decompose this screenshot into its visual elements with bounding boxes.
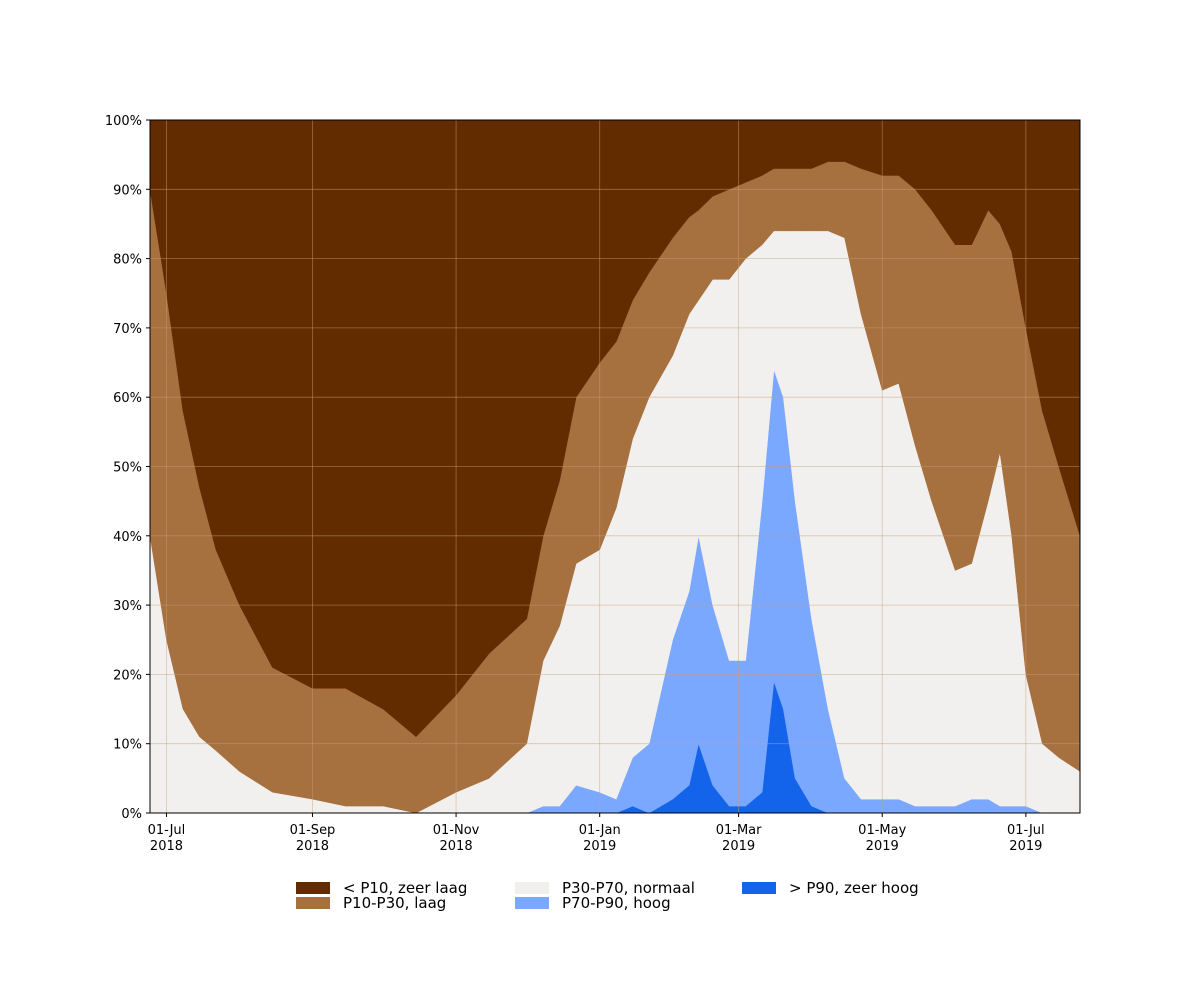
legend-swatch <box>296 882 330 894</box>
legend-label: > P90, zeer hoog <box>789 879 919 897</box>
plot-frame <box>149 119 1081 814</box>
x-tick-label: 01-Jan <box>579 823 621 838</box>
x-tick-label: 2018 <box>150 839 183 854</box>
y-tick-label: 70% <box>113 322 142 337</box>
legend-swatch <box>296 897 330 909</box>
y-tick-label: 40% <box>113 530 142 545</box>
x-tick-label: 01-Nov <box>433 823 480 838</box>
legend-label: P10-P30, laag <box>343 894 446 912</box>
legend-label: P70-P90, hoog <box>562 894 671 912</box>
legend-swatch <box>515 897 549 909</box>
y-tick-label: 20% <box>113 668 142 683</box>
x-tick-label: 01-Mar <box>716 823 762 838</box>
legend-label: < P10, zeer laag <box>343 879 467 897</box>
x-tick-label: 2019 <box>722 839 755 854</box>
legend-swatch <box>742 882 776 894</box>
x-tick-label: 01-Sep <box>290 823 336 838</box>
x-tick-label: 01-Jul <box>1007 823 1045 838</box>
y-tick-label: 30% <box>113 599 142 614</box>
y-tick-label: 80% <box>113 253 142 268</box>
y-tick-label: 100% <box>105 114 142 129</box>
y-tick-label: 10% <box>113 738 142 753</box>
x-tick-label: 2019 <box>583 839 616 854</box>
legend-swatch <box>515 882 549 894</box>
y-tick-label: 50% <box>113 461 142 476</box>
x-tick-label: 2018 <box>296 839 329 854</box>
x-tick-label: 2018 <box>440 839 473 854</box>
y-tick-label: 90% <box>113 183 142 198</box>
legend-label: P30-P70, normaal <box>562 879 695 897</box>
x-tick-label: 01-Jul <box>148 823 186 838</box>
y-tick-label: 0% <box>121 807 142 822</box>
x-tick-label: 2019 <box>866 839 899 854</box>
x-tick-label: 01-May <box>858 823 906 838</box>
x-tick-label: 2019 <box>1009 839 1042 854</box>
y-tick-label: 60% <box>113 391 142 406</box>
